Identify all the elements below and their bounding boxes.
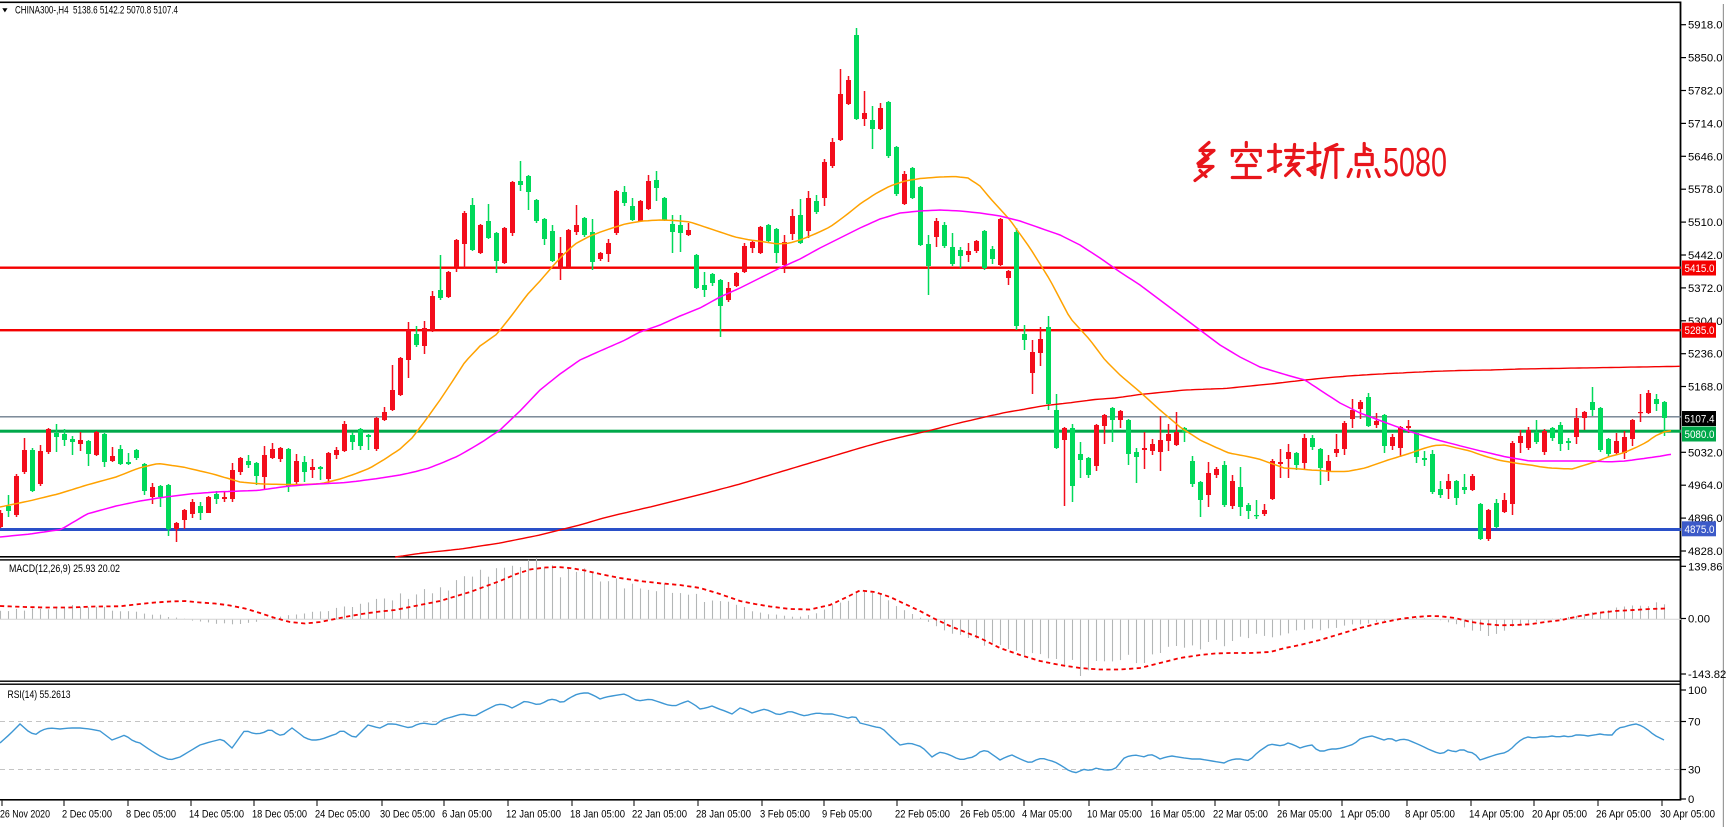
svg-text:4875.0: 4875.0 (1685, 524, 1715, 536)
svg-text:5578.0: 5578.0 (1688, 184, 1723, 196)
svg-text:139.86: 139.86 (1688, 561, 1723, 573)
svg-text:4964.0: 4964.0 (1688, 480, 1723, 492)
svg-text:0: 0 (1688, 794, 1694, 806)
svg-text:5415.0: 5415.0 (1685, 263, 1715, 275)
svg-text:5918.0: 5918.0 (1688, 20, 1723, 32)
svg-text:RSI(14) 55.2613: RSI(14) 55.2613 (8, 689, 71, 701)
svg-text:5372.0: 5372.0 (1688, 283, 1723, 295)
svg-text:26 Mar 05:00: 26 Mar 05:00 (1277, 809, 1332, 821)
svg-text:18 Jan 05:00: 18 Jan 05:00 (570, 809, 625, 821)
svg-text:24 Dec 05:00: 24 Dec 05:00 (315, 809, 370, 821)
svg-text:CHINA300-,H4 5138.6 5142.2 50: CHINA300-,H4 5138.6 5142.2 5070.8 5107.4 (15, 5, 178, 17)
svg-text:30 Apr 05:00: 30 Apr 05:00 (1660, 809, 1715, 821)
svg-text:70: 70 (1688, 717, 1701, 729)
svg-text:26 Nov 2020: 26 Nov 2020 (0, 809, 50, 821)
svg-text:2 Dec 05:00: 2 Dec 05:00 (62, 809, 112, 821)
svg-text:6 Jan 05:00: 6 Jan 05:00 (442, 809, 492, 821)
svg-text:100: 100 (1688, 685, 1707, 697)
svg-text:8 Apr 05:00: 8 Apr 05:00 (1405, 809, 1455, 821)
svg-text:1 Apr 05:00: 1 Apr 05:00 (1340, 809, 1390, 821)
svg-text:3 Feb 05:00: 3 Feb 05:00 (760, 809, 810, 821)
svg-text:9 Feb 05:00: 9 Feb 05:00 (822, 809, 872, 821)
svg-text:4 Mar 05:00: 4 Mar 05:00 (1022, 809, 1072, 821)
svg-text:5168.0: 5168.0 (1688, 382, 1723, 394)
svg-text:20 Apr 05:00: 20 Apr 05:00 (1532, 809, 1587, 821)
svg-text:5850.0: 5850.0 (1688, 53, 1723, 65)
svg-text:5080.0: 5080.0 (1685, 429, 1715, 441)
svg-text:22 Jan 05:00: 22 Jan 05:00 (632, 809, 687, 821)
svg-text:5714.0: 5714.0 (1688, 118, 1723, 130)
svg-text:5510.0: 5510.0 (1688, 217, 1723, 229)
svg-text:5032.0: 5032.0 (1688, 447, 1723, 459)
svg-text:0.00: 0.00 (1688, 614, 1710, 626)
svg-text:5107.4: 5107.4 (1685, 414, 1715, 426)
svg-text:30 Dec 05:00: 30 Dec 05:00 (380, 809, 435, 821)
svg-text:-143.82: -143.82 (1688, 669, 1726, 681)
svg-text:14 Dec 05:00: 14 Dec 05:00 (189, 809, 244, 821)
svg-text:22 Feb 05:00: 22 Feb 05:00 (895, 809, 950, 821)
svg-text:5646.0: 5646.0 (1688, 151, 1723, 163)
svg-text:MACD(12,26,9) 25.93 20.02: MACD(12,26,9) 25.93 20.02 (9, 563, 120, 575)
svg-text:16 Mar 05:00: 16 Mar 05:00 (1150, 809, 1205, 821)
svg-text:8 Dec 05:00: 8 Dec 05:00 (126, 809, 176, 821)
svg-text:4828.0: 4828.0 (1688, 546, 1723, 558)
svg-text:5782.0: 5782.0 (1688, 86, 1723, 98)
svg-text:5442.0: 5442.0 (1688, 250, 1723, 262)
svg-text:18 Dec 05:00: 18 Dec 05:00 (252, 809, 307, 821)
svg-text:12 Jan 05:00: 12 Jan 05:00 (506, 809, 561, 821)
svg-text:5236.0: 5236.0 (1688, 349, 1723, 361)
svg-text:10 Mar 05:00: 10 Mar 05:00 (1087, 809, 1142, 821)
svg-text:14 Apr 05:00: 14 Apr 05:00 (1469, 809, 1524, 821)
svg-text:5285.0: 5285.0 (1685, 325, 1715, 337)
svg-text:26 Apr 05:00: 26 Apr 05:00 (1596, 809, 1651, 821)
svg-text:5080: 5080 (1383, 139, 1447, 185)
svg-text:30: 30 (1688, 765, 1701, 777)
svg-text:28 Jan 05:00: 28 Jan 05:00 (696, 809, 751, 821)
svg-text:22 Mar 05:00: 22 Mar 05:00 (1213, 809, 1268, 821)
svg-text:26 Feb 05:00: 26 Feb 05:00 (960, 809, 1015, 821)
